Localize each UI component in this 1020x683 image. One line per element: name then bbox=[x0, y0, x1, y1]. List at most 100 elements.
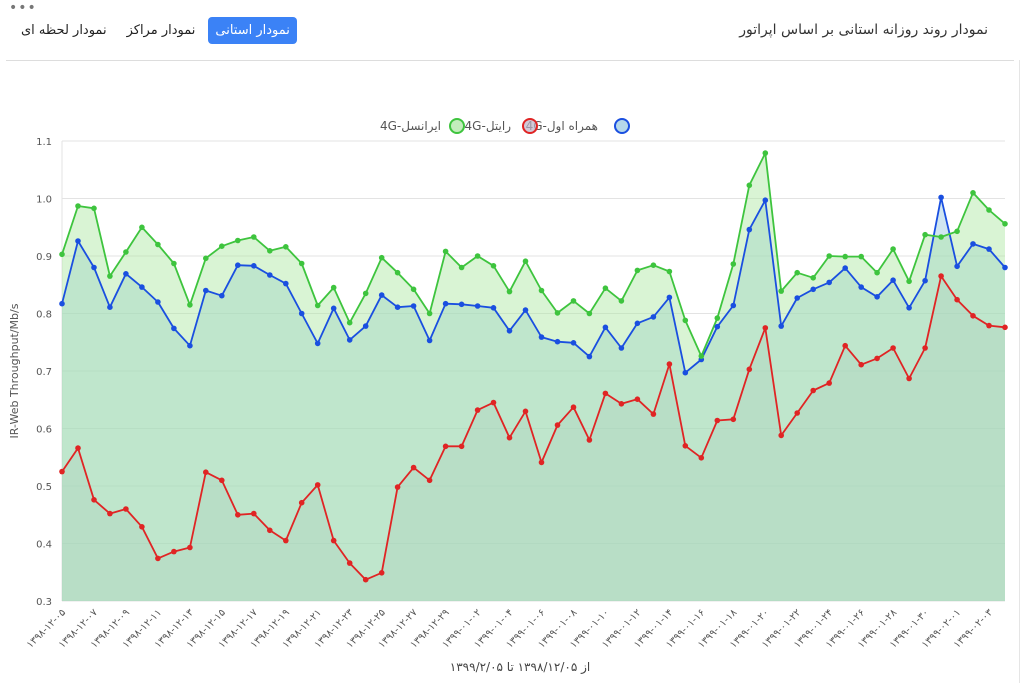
data-point[interactable] bbox=[59, 251, 65, 258]
data-point[interactable] bbox=[1002, 264, 1008, 271]
data-point[interactable] bbox=[746, 226, 753, 233]
tab-centers-chart[interactable]: نمودار مراکز bbox=[126, 23, 196, 38]
data-point[interactable] bbox=[330, 305, 337, 312]
data-point[interactable] bbox=[378, 254, 385, 261]
data-point[interactable] bbox=[586, 437, 593, 443]
legend-item[interactable]: 4G-رایتل bbox=[465, 118, 538, 134]
data-point[interactable] bbox=[219, 243, 225, 249]
data-point[interactable] bbox=[618, 345, 625, 351]
data-point[interactable] bbox=[762, 197, 769, 203]
data-point[interactable] bbox=[442, 300, 449, 307]
data-point[interactable] bbox=[107, 304, 113, 310]
data-point[interactable] bbox=[954, 228, 960, 235]
chart-legend[interactable]: 4G-همراه اول 4G-رایتل 4G-ایرانسل bbox=[380, 118, 630, 134]
data-point[interactable] bbox=[1002, 324, 1008, 331]
data-point[interactable] bbox=[890, 246, 896, 252]
data-point[interactable] bbox=[187, 544, 193, 551]
data-point[interactable] bbox=[938, 234, 944, 240]
data-point[interactable] bbox=[203, 255, 209, 262]
data-point[interactable] bbox=[970, 190, 976, 196]
data-point[interactable] bbox=[139, 524, 145, 530]
data-point[interactable] bbox=[235, 237, 241, 244]
data-point[interactable] bbox=[778, 323, 784, 329]
data-point[interactable] bbox=[378, 570, 385, 576]
data-point[interactable] bbox=[538, 287, 545, 294]
data-point[interactable] bbox=[794, 410, 800, 416]
data-point[interactable] bbox=[714, 417, 721, 424]
data-point[interactable] bbox=[219, 477, 225, 484]
data-point[interactable] bbox=[283, 280, 289, 287]
data-point[interactable] bbox=[314, 340, 321, 347]
data-point[interactable] bbox=[155, 555, 161, 562]
data-point[interactable] bbox=[171, 548, 177, 555]
data-point[interactable] bbox=[267, 272, 273, 278]
data-point[interactable] bbox=[187, 342, 193, 349]
data-point[interactable] bbox=[922, 345, 928, 351]
data-point[interactable] bbox=[650, 262, 657, 268]
data-point[interactable] bbox=[442, 248, 449, 255]
data-point[interactable] bbox=[522, 307, 529, 313]
data-point[interactable] bbox=[346, 319, 353, 326]
data-point[interactable] bbox=[698, 353, 705, 359]
data-point[interactable] bbox=[554, 422, 561, 428]
data-point[interactable] bbox=[474, 303, 481, 309]
ellipsis-icon[interactable]: ••• bbox=[9, 0, 37, 16]
data-point[interactable] bbox=[842, 342, 848, 349]
data-point[interactable] bbox=[522, 258, 529, 264]
data-point[interactable] bbox=[235, 262, 241, 268]
data-point[interactable] bbox=[954, 263, 960, 270]
data-point[interactable] bbox=[458, 301, 465, 308]
data-point[interactable] bbox=[794, 269, 800, 276]
data-point[interactable] bbox=[314, 302, 321, 309]
data-point[interactable] bbox=[203, 287, 209, 294]
data-point[interactable] bbox=[874, 269, 880, 276]
data-point[interactable] bbox=[442, 443, 449, 450]
data-point[interactable] bbox=[730, 416, 737, 423]
data-point[interactable] bbox=[139, 284, 145, 290]
data-point[interactable] bbox=[171, 325, 177, 332]
data-point[interactable] bbox=[810, 387, 816, 394]
data-point[interactable] bbox=[123, 506, 129, 512]
data-point[interactable] bbox=[682, 369, 689, 376]
data-point[interactable] bbox=[251, 234, 257, 240]
data-point[interactable] bbox=[986, 207, 992, 213]
data-point[interactable] bbox=[890, 345, 896, 351]
data-point[interactable] bbox=[91, 264, 97, 271]
data-point[interactable] bbox=[874, 355, 880, 362]
data-point[interactable] bbox=[922, 277, 928, 284]
data-point[interactable] bbox=[666, 361, 673, 367]
data-point[interactable] bbox=[378, 292, 385, 298]
data-point[interactable] bbox=[362, 323, 369, 329]
data-point[interactable] bbox=[410, 303, 417, 309]
data-point[interactable] bbox=[714, 315, 721, 321]
data-point[interactable] bbox=[970, 313, 976, 319]
data-point[interactable] bbox=[139, 224, 145, 231]
data-point[interactable] bbox=[586, 310, 593, 317]
data-point[interactable] bbox=[730, 261, 737, 267]
data-point[interactable] bbox=[554, 310, 561, 316]
data-point[interactable] bbox=[650, 411, 657, 417]
data-point[interactable] bbox=[59, 468, 65, 475]
data-point[interactable] bbox=[650, 314, 657, 320]
data-point[interactable] bbox=[107, 510, 113, 517]
data-point[interactable] bbox=[283, 537, 289, 544]
legend-item[interactable]: 4G-ایرانسل bbox=[380, 118, 465, 134]
data-point[interactable] bbox=[618, 401, 625, 407]
data-point[interactable] bbox=[346, 560, 353, 566]
data-point[interactable] bbox=[858, 284, 864, 290]
data-point[interactable] bbox=[107, 273, 113, 279]
data-point[interactable] bbox=[762, 325, 769, 331]
data-point[interactable] bbox=[474, 253, 481, 259]
data-point[interactable] bbox=[938, 273, 944, 279]
data-point[interactable] bbox=[75, 238, 81, 244]
data-point[interactable] bbox=[522, 408, 529, 415]
data-point[interactable] bbox=[474, 407, 481, 413]
data-point[interactable] bbox=[458, 264, 465, 271]
data-point[interactable] bbox=[506, 434, 513, 441]
data-point[interactable] bbox=[91, 497, 97, 503]
tab-instant-chart[interactable]: نمودار لحظه ای bbox=[21, 23, 107, 38]
data-point[interactable] bbox=[714, 323, 721, 330]
data-point[interactable] bbox=[602, 390, 609, 397]
data-point[interactable] bbox=[314, 482, 321, 488]
data-point[interactable] bbox=[394, 484, 401, 490]
